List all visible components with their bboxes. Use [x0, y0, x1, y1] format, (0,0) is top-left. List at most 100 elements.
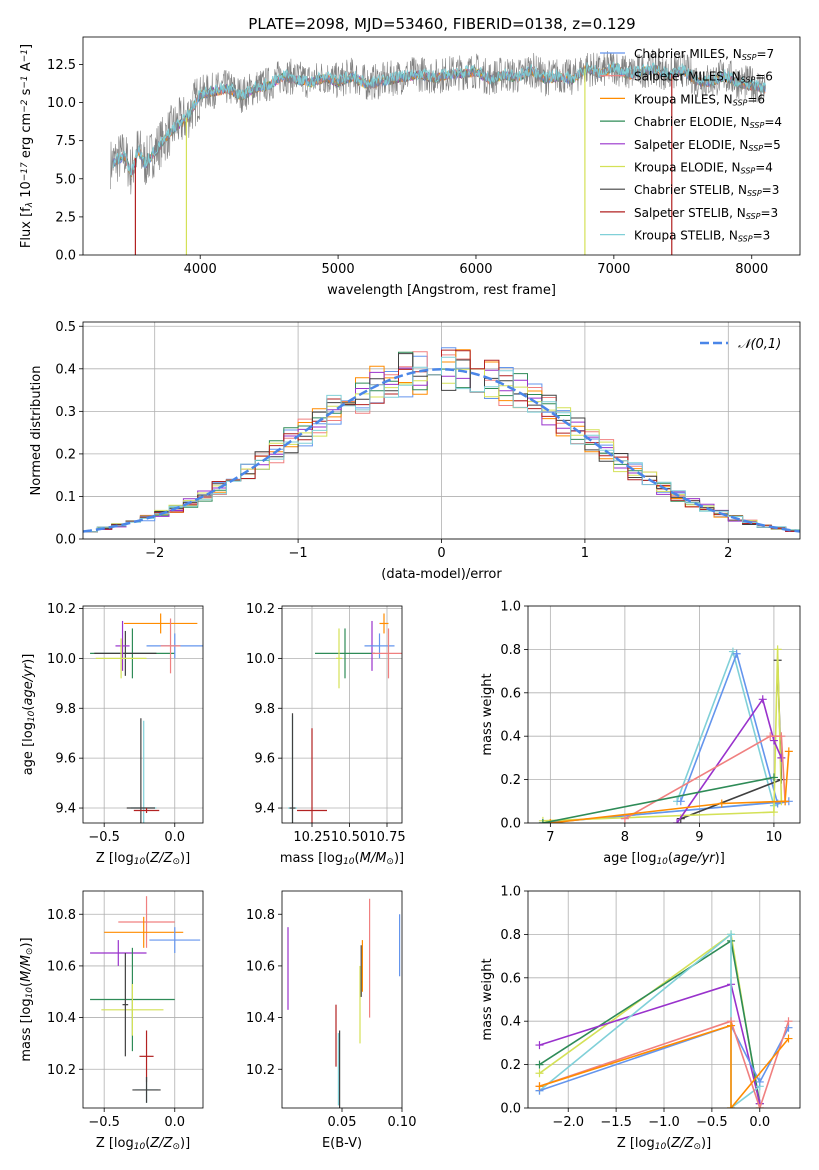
y-axis-label: mass [log10(M/M⊙)] [19, 937, 35, 1061]
series-marker [535, 1082, 544, 1091]
series-marker [535, 1069, 544, 1078]
y-tick-label: 10.4 [47, 1011, 76, 1026]
x-tick-label: −1.0 [648, 1115, 680, 1130]
x-tick-label: 7000 [597, 262, 630, 277]
legend-label: Chabrier ELODIE, NSSP=4 [634, 115, 782, 130]
axes-massweight-vs-Z: −2.0 −1.5 −1.0 −0.5 0.0 0.0 0.2 0.4 0.6 0.8 1.0 Z [… [480, 885, 801, 1152]
legend-label: Salpeter STELIB, NSSP=3 [634, 206, 778, 221]
y-tick-label: 0.3 [55, 405, 76, 420]
x-tick-label: 10.75 [368, 830, 405, 845]
x-tick-label: 0.05 [328, 1115, 357, 1130]
y-tick-label: 10.6 [246, 959, 275, 974]
series-marker [546, 819, 555, 823]
series-marker [535, 1060, 544, 1069]
plot-area-mass-vs-ebv [287, 898, 401, 1108]
y-tick-label: 0.2 [500, 773, 521, 788]
y-axis-label: mass weight [480, 673, 495, 755]
y-tick-label: 0.6 [500, 971, 521, 986]
series-marker [758, 695, 767, 704]
x-tick-label: 8000 [735, 262, 768, 277]
plot-area-spectrum [110, 49, 766, 255]
axes-mass-vs-Z: −0.5 0.0 10.2 10.4 10.6 10.8 Z [log10(Z/Z⊙)] ma… [19, 890, 204, 1152]
series-marker [538, 819, 547, 823]
x-tick-label: 2 [724, 546, 732, 561]
legend-residuals: 𝒩(0,1) [700, 337, 781, 352]
y-tick-label: 12.5 [47, 58, 76, 73]
series-marker [769, 773, 778, 782]
figure-title: PLATE=2098, MJD=53460, FIBERID=0138, z=0… [248, 15, 635, 33]
y-tick-label: 10.2 [246, 1063, 275, 1078]
axes-residuals: −2 −1 0 1 2 0.0 0.1 0.2 0.3 0.4 0.5 (data-model)/er… [29, 320, 801, 582]
x-axis-label: Z [log10(Z/Z⊙)] [617, 1136, 711, 1152]
y-tick-label: 0.6 [500, 686, 521, 701]
y-tick-label: 0.2 [500, 1058, 521, 1073]
x-axis-label: wavelength [Angstrom, rest frame] [327, 283, 556, 298]
x-axis-label: Z [log10(Z/Z⊙)] [96, 851, 190, 867]
series-marker [784, 747, 793, 756]
x-tick-label: 1 [581, 546, 589, 561]
series-marker [784, 1017, 793, 1026]
legend-label: Chabrier STELIB, NSSP=3 [634, 183, 779, 198]
series-marker [777, 732, 786, 741]
x-tick-label: −1.5 [600, 1115, 632, 1130]
y-tick-label: 0.5 [55, 320, 76, 335]
plot-area-massweight-vs-age [538, 645, 793, 823]
x-tick-label: 8 [621, 830, 629, 845]
y-tick-label: 0.0 [500, 1102, 521, 1117]
series-marker [777, 753, 786, 762]
axes-frame [82, 605, 204, 824]
x-tick-label: 0 [437, 546, 445, 561]
plot-area-age-vs-Z [90, 613, 203, 823]
plot-area-residuals [83, 347, 800, 533]
legend-label: Salpeter ELODIE, NSSP=5 [634, 138, 781, 153]
x-tick-label: −0.5 [696, 1115, 728, 1130]
y-tick-label: 10.8 [47, 908, 76, 923]
series-marker [727, 930, 736, 939]
x-axis-label: age [log10(age/yr)] [603, 851, 725, 867]
series-marker [781, 797, 790, 806]
y-tick-label: 10.4 [246, 1011, 275, 1026]
series-line [542, 649, 783, 822]
legend-label: Salpeter MILES, NSSP=6 [634, 70, 773, 85]
histogram-step-line [83, 353, 800, 533]
series-marker [732, 649, 741, 658]
y-tick-label: 10.0 [246, 652, 275, 667]
series-marker [784, 1034, 793, 1043]
x-tick-label: 7 [546, 830, 554, 845]
y-tick-label: 0.4 [500, 1015, 521, 1030]
series-marker [766, 732, 775, 741]
x-tick-label: 4000 [184, 262, 217, 277]
y-tick-label: 7.5 [55, 134, 76, 149]
series-marker [535, 1041, 544, 1050]
series-line [539, 1024, 790, 1108]
y-tick-label: 0.8 [500, 928, 521, 943]
normal-curve-line [83, 368, 800, 533]
axes-frame [527, 605, 801, 824]
plot-layer: 4000 5000 6000 7000 80000.02.55.07.510.012.5… [19, 36, 801, 1152]
y-axis-label: Flux [fλ 10−17 erg cm−2 s−1 A−1] [19, 44, 35, 248]
y-tick-label: 10.6 [47, 959, 76, 974]
axes-frame [281, 890, 403, 1109]
series-line [676, 697, 783, 823]
histogram-step-line [83, 356, 800, 533]
series-marker [727, 1104, 736, 1108]
legend-label: Chabrier MILES, NSSP=7 [634, 47, 774, 62]
y-axis-label: age [log10(age/yr)] [21, 654, 37, 776]
series-line [539, 1020, 790, 1108]
x-tick-label: 6000 [459, 262, 492, 277]
series-marker [773, 645, 782, 654]
y-tick-label: 1.0 [500, 600, 521, 615]
x-axis-label: mass [log10(M/M⊙)] [280, 851, 404, 867]
x-tick-label: 10.25 [293, 830, 330, 845]
x-tick-label: 0.0 [164, 1115, 185, 1130]
y-tick-label: 10.2 [246, 602, 275, 617]
series-marker [755, 1104, 764, 1108]
plot-area-massweight-vs-Z [535, 930, 793, 1108]
x-tick-label: 0.0 [164, 830, 185, 845]
plot-area-mass-vs-Z [90, 896, 201, 1103]
series-marker [727, 1021, 736, 1030]
y-tick-label: 10.2 [47, 602, 76, 617]
series-marker [676, 797, 685, 806]
x-tick-label: −1 [289, 546, 308, 561]
